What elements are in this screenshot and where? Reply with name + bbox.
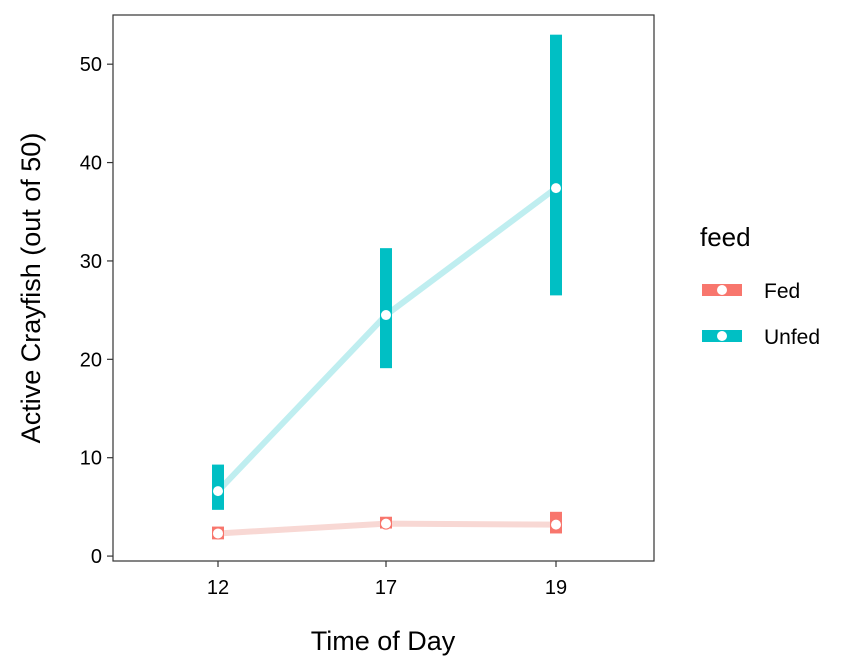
series-layer (212, 34, 562, 540)
legend-key-point (716, 284, 728, 296)
x-axis-title: Time of Day (311, 626, 456, 656)
legend-key-point (716, 330, 728, 342)
legend-label: Unfed (764, 326, 820, 349)
x-tick-label: 19 (545, 577, 567, 599)
data-point (380, 309, 392, 322)
x-tick-label: 17 (375, 577, 397, 599)
data-point (212, 485, 224, 498)
y-tick-label: 0 (91, 546, 102, 568)
y-tick-label: 20 (80, 349, 102, 371)
legend-items: Fed Unfed (702, 280, 820, 349)
legend-item-unfed: Unfed (702, 326, 820, 349)
y-axis: 0 10 20 30 40 50 (80, 54, 113, 568)
data-point (550, 518, 562, 531)
y-tick-label: 40 (80, 153, 102, 175)
y-tick-label: 10 (80, 448, 102, 470)
y-axis-title: Active Crayfish (out of 50) (16, 133, 46, 444)
data-point (550, 182, 562, 195)
legend-label: Fed (764, 280, 800, 303)
y-tick-label: 30 (80, 251, 102, 273)
legend: feed Fed Unfed (700, 222, 820, 349)
error-bar (380, 248, 392, 369)
legend-item-fed: Fed (702, 280, 800, 303)
y-tick-label: 50 (80, 54, 102, 76)
error-bar (550, 34, 562, 296)
data-point (380, 517, 392, 530)
x-tick-label: 12 (207, 577, 229, 599)
data-point (212, 527, 224, 540)
series-unfed (212, 34, 562, 510)
plot-panel-border (112, 14, 655, 562)
x-axis: 12 17 19 (207, 561, 567, 599)
legend-title: feed (700, 222, 751, 252)
series-fed (212, 511, 562, 540)
